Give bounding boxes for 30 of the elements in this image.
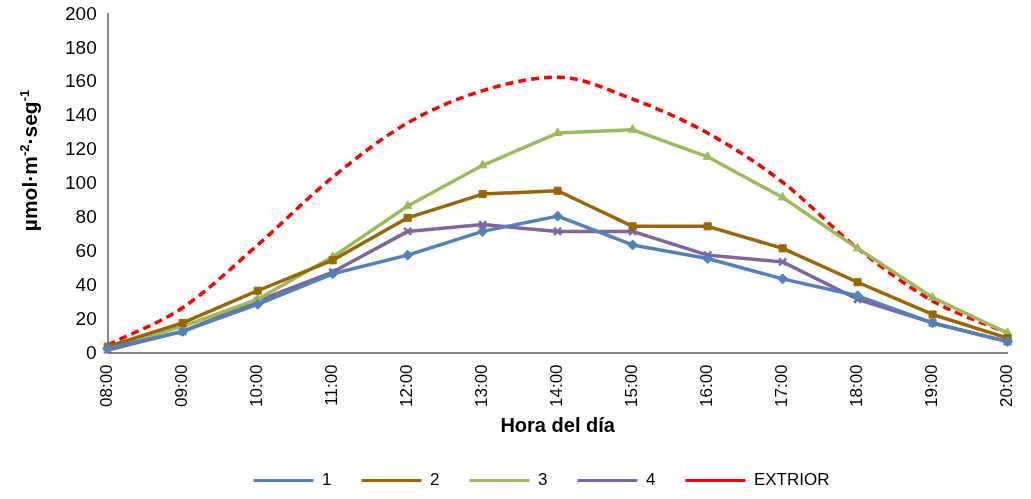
y-tick-label: 200 (65, 2, 97, 24)
y-tick-label: 140 (65, 104, 97, 126)
legend-label: 2 (430, 470, 440, 490)
y-tick-label: 60 (75, 239, 97, 261)
y-tick-label: 20 (75, 307, 97, 329)
x-axis-title: Hora del día (500, 413, 616, 436)
x-tick-label: 09:00 (172, 364, 192, 408)
x-tick-label: 12:00 (397, 364, 417, 408)
x-tick-label: 08:00 (97, 364, 117, 408)
y-tick-label: 160 (65, 70, 97, 92)
x-tick-label: 14:00 (547, 364, 567, 408)
y-tick-label: 120 (65, 138, 97, 160)
legend-label: 4 (645, 470, 656, 490)
x-tick-label: 19:00 (922, 364, 942, 408)
x-tick-label: 20:00 (997, 364, 1017, 408)
x-tick-label: 16:00 (697, 364, 717, 408)
legend-label: 3 (537, 470, 548, 490)
x-tick-label: 15:00 (622, 364, 642, 408)
legend-label: EXTRIOR (753, 470, 830, 490)
x-tick-label: 10:00 (247, 364, 267, 408)
legend-label: 1 (322, 470, 332, 490)
x-tick-label: 13:00 (472, 364, 492, 408)
x-tick-label: 17:00 (772, 364, 792, 408)
y-tick-label: 40 (75, 273, 97, 295)
y-tick-label: 180 (65, 36, 97, 58)
x-tick-label: 18:00 (847, 364, 867, 408)
y-tick-label: 0 (86, 341, 97, 363)
y-tick-label: 80 (75, 206, 97, 228)
x-tick-label: 11:00 (322, 364, 342, 406)
y-tick-label: 100 (65, 172, 97, 194)
